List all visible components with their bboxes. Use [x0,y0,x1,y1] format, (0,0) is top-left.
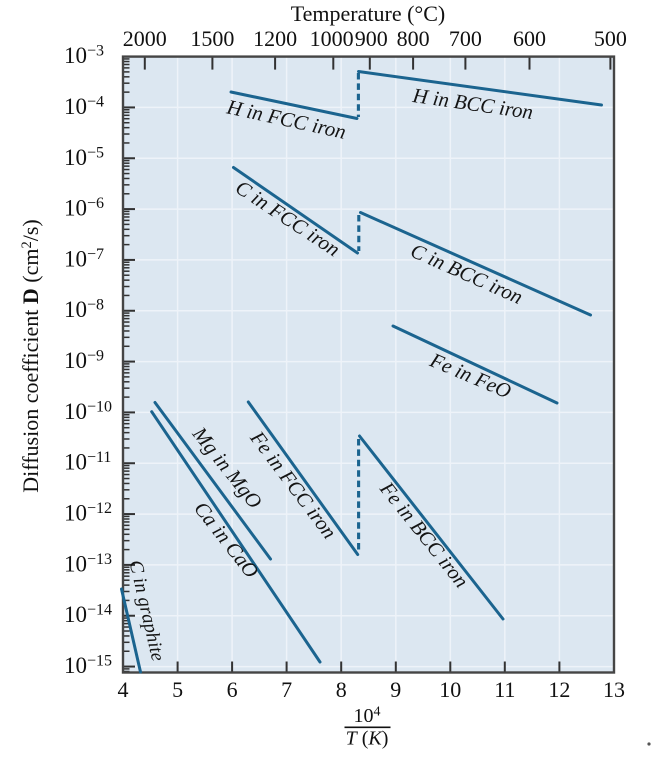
svg-text:700: 700 [449,26,482,51]
svg-text:12: 12 [548,677,570,702]
svg-text:1200: 1200 [253,26,297,51]
svg-text:500: 500 [594,26,627,51]
svg-text:Diffusion coefficient D (cm2/s: Diffusion coefficient D (cm2/s) [18,219,43,492]
svg-text:11: 11 [494,677,515,702]
svg-text:10−4: 10−4 [64,93,104,119]
svg-text:2000: 2000 [123,26,167,51]
svg-text:T (K): T (K) [346,728,389,750]
svg-text:800: 800 [397,26,430,51]
svg-text:13: 13 [603,677,625,702]
svg-text:9: 9 [390,677,401,702]
svg-text:7: 7 [281,677,292,702]
svg-text:5: 5 [172,677,183,702]
svg-text:600: 600 [513,26,546,51]
svg-text:1000: 1000 [310,26,354,51]
svg-text:8: 8 [336,677,347,702]
svg-text:900: 900 [355,26,388,51]
svg-text:1500: 1500 [190,26,234,51]
svg-text:10: 10 [439,677,461,702]
svg-text:6: 6 [227,677,238,702]
svg-text:4: 4 [118,677,129,702]
svg-text:Temperature (°C): Temperature (°C) [291,1,445,26]
